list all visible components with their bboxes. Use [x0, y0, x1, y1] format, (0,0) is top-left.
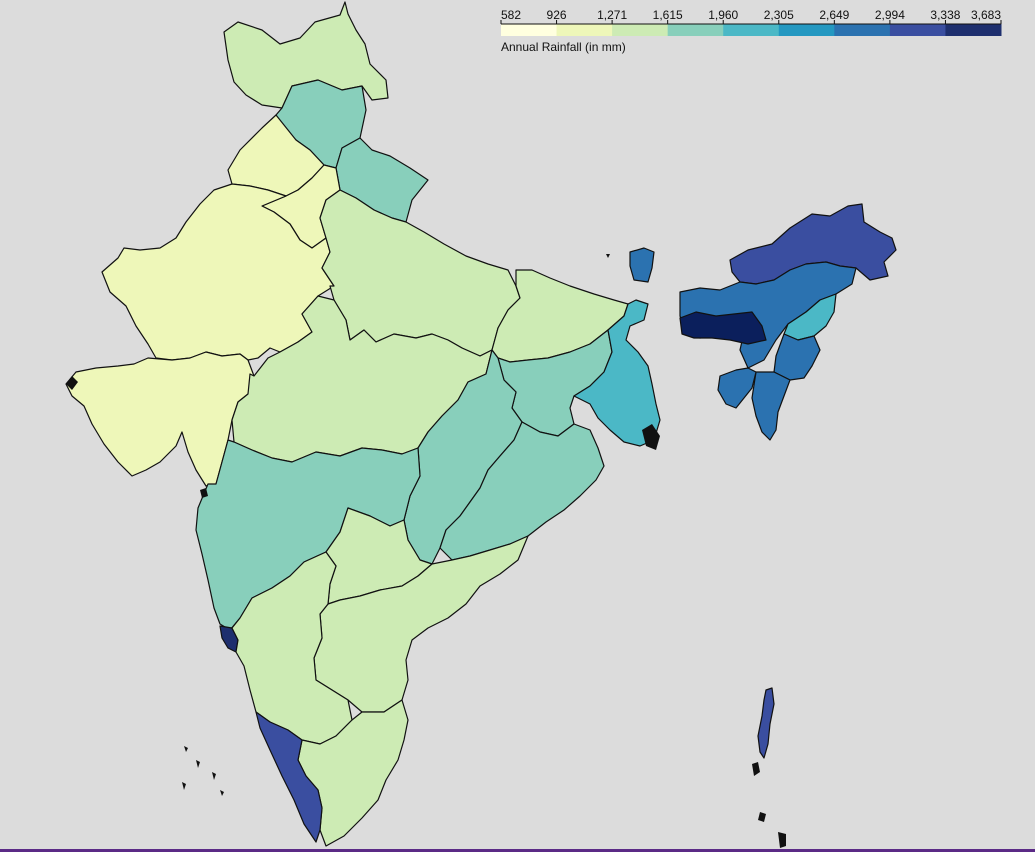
legend-tick-label: 1,960 — [708, 8, 738, 22]
legend-tick-label: 3,338 — [930, 8, 960, 22]
sundarbans-islets — [642, 424, 660, 450]
legend-swatches — [501, 24, 1002, 36]
state-gujarat[interactable] — [65, 351, 255, 487]
legend-swatch — [556, 24, 613, 36]
legend-swatch — [501, 24, 558, 36]
state-manipur[interactable] — [773, 333, 821, 381]
lakshadweep-island-5 — [220, 790, 224, 796]
legend-title: Annual Rainfall (in mm) — [501, 40, 626, 54]
state-tripura[interactable] — [717, 367, 757, 409]
lakshadweep-island-1 — [184, 746, 188, 752]
mumbai-islet — [200, 488, 208, 498]
color-legend: 582 926 1,271 1,615 1,960 2,305 2,649 2,994 3,33… — [500, 8, 1002, 54]
nicobar-island-2 — [758, 812, 766, 822]
state-uttar-pradesh[interactable] — [319, 189, 521, 357]
state-karnataka[interactable] — [231, 551, 353, 745]
legend-swatch — [945, 24, 1002, 36]
legend-tick-label: 2,649 — [819, 8, 849, 22]
legend-tick-label: 926 — [547, 8, 567, 22]
state-nagaland[interactable] — [783, 293, 837, 341]
state-mizoram[interactable] — [751, 371, 791, 441]
andaman-islands[interactable] — [757, 687, 775, 759]
lakshadweep-island-4 — [212, 772, 216, 780]
legend-tick-label: 1,615 — [653, 8, 683, 22]
small-islet-east — [606, 254, 610, 258]
legend-swatch — [778, 24, 835, 36]
state-kerala[interactable] — [255, 711, 323, 843]
islands-layer — [66, 254, 786, 848]
nicobar-island-3 — [778, 832, 786, 848]
nicobar-island-1 — [752, 762, 760, 776]
legend-tick-label: 2,305 — [764, 8, 794, 22]
bottom-border — [0, 849, 1035, 852]
legend-swatch — [723, 24, 780, 36]
kutch-coast-islets — [66, 376, 78, 390]
states-layer — [65, 1, 897, 847]
legend-tick-labels: 582 926 1,271 1,615 1,960 2,305 2,649 2,994 3,33… — [500, 8, 1002, 24]
state-meghalaya[interactable] — [679, 311, 767, 345]
legend-tick-label: 2,994 — [875, 8, 905, 22]
legend-swatch — [612, 24, 669, 36]
legend-tick-label: 582 — [501, 8, 521, 22]
lakshadweep-island-3 — [182, 782, 186, 790]
legend-swatch — [834, 24, 891, 36]
legend-swatch — [667, 24, 724, 36]
legend-tick-label: 3,683 — [971, 8, 1001, 22]
legend-swatch — [889, 24, 946, 36]
state-west-bengal[interactable] — [573, 299, 661, 447]
legend-tick-label: 1,271 — [597, 8, 627, 22]
state-sikkim[interactable] — [629, 247, 655, 283]
lakshadweep-island-2 — [196, 760, 200, 768]
